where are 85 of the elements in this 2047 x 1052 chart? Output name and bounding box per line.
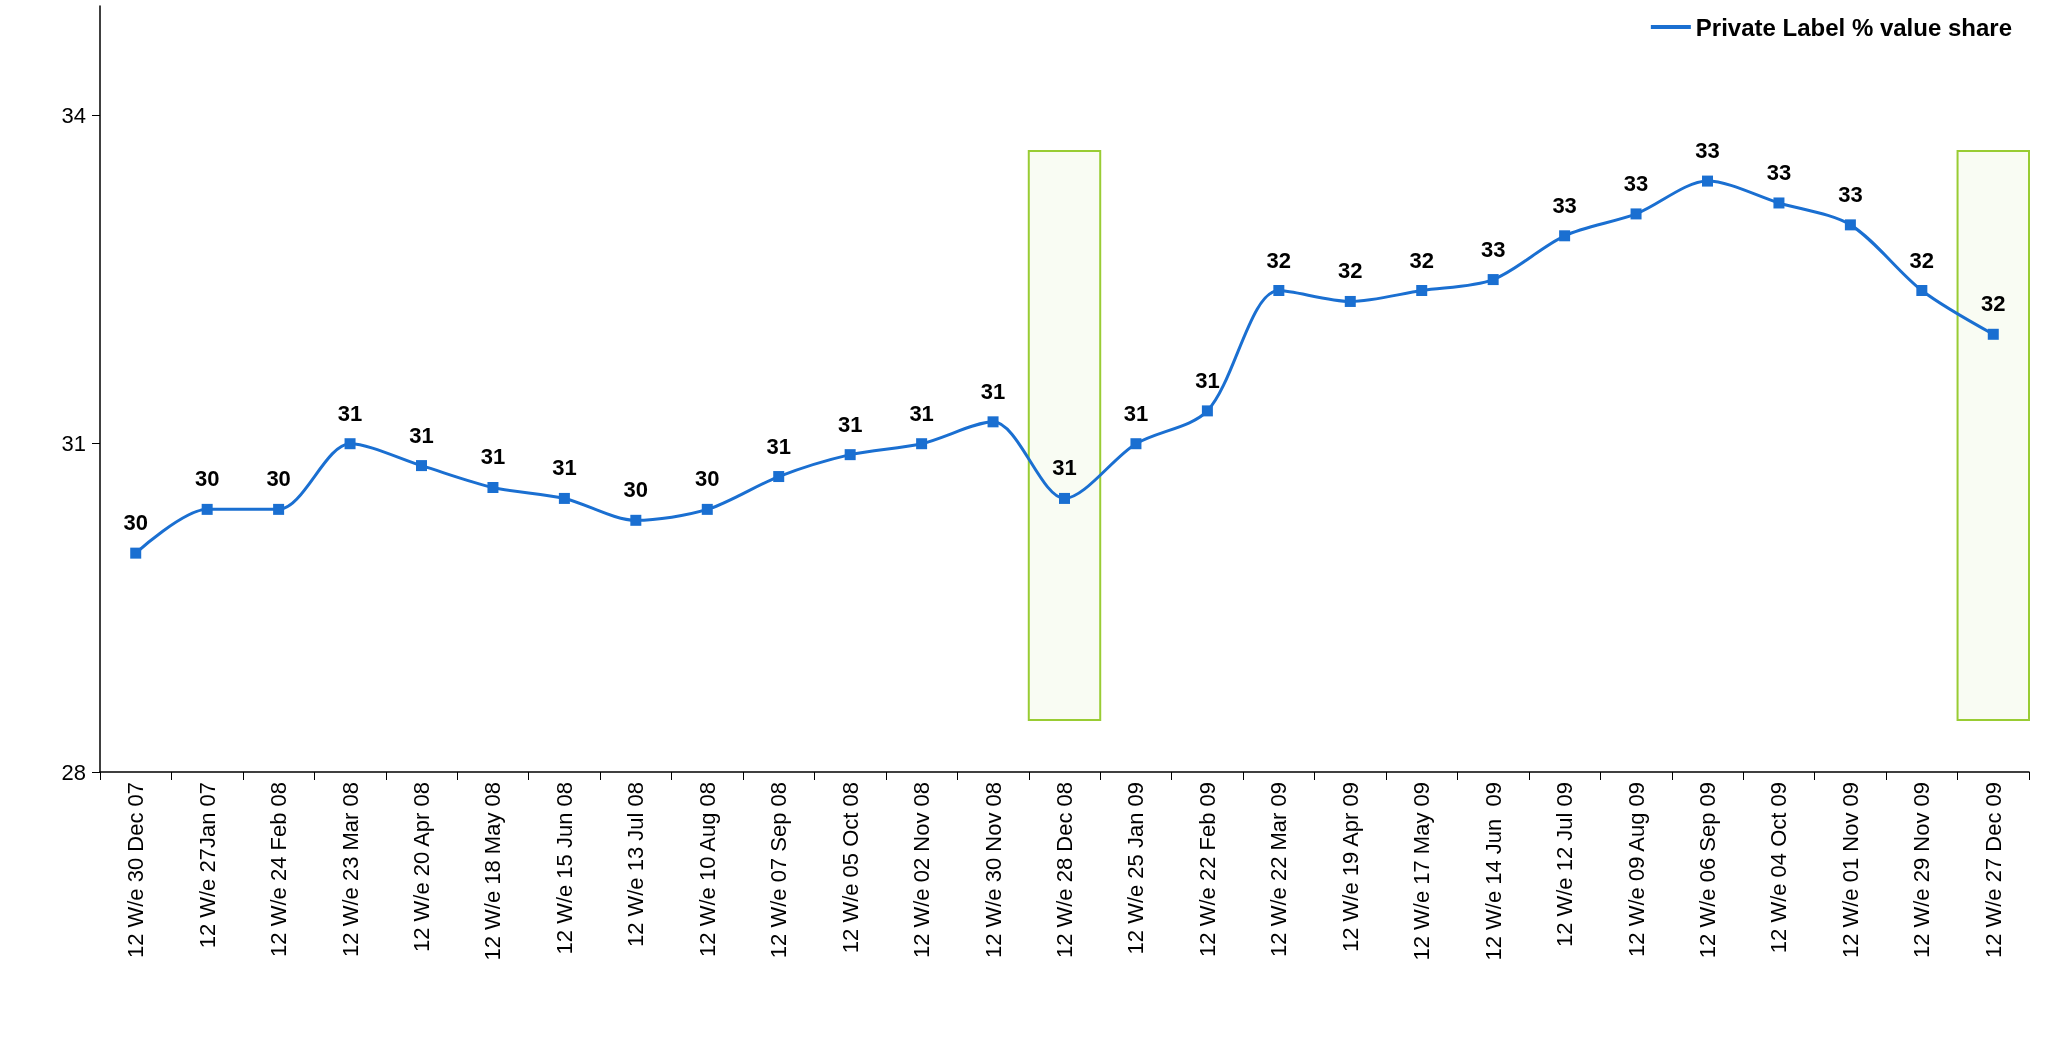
x-tick-label: 12 W/e 01 Nov 09 bbox=[1837, 782, 1863, 959]
point bbox=[1416, 285, 1428, 297]
point bbox=[201, 503, 213, 515]
data-label: 30 bbox=[123, 510, 148, 536]
x-tick-label: 12 W/e 09 Aug 09 bbox=[1623, 782, 1649, 957]
point bbox=[844, 449, 856, 461]
x-tick-label: 12 W/e 24 Feb 08 bbox=[266, 782, 292, 957]
point bbox=[1201, 405, 1213, 417]
point bbox=[416, 460, 427, 472]
data-label: 31 bbox=[909, 400, 934, 426]
x-tick-label: 12 W/e 15 Jun 08 bbox=[551, 782, 577, 955]
x-tick-label: 12 W/e 30 Dec 07 bbox=[123, 782, 149, 959]
point bbox=[1987, 328, 1999, 340]
point bbox=[1487, 274, 1499, 286]
data-label: 33 bbox=[1480, 236, 1506, 262]
data-label: 33 bbox=[1766, 159, 1792, 185]
x-tick-label: 12 W/e 22 Mar 09 bbox=[1266, 782, 1292, 957]
x-tick-label: 12 W/e 18 May 08 bbox=[480, 782, 506, 961]
x-tick-label: 12 W/e 27Jan 07 bbox=[194, 782, 220, 949]
y-tick-label: 31 bbox=[61, 431, 86, 457]
x-tick-label: 12 W/e 20 Apr 08 bbox=[409, 782, 434, 952]
data-label: 31 bbox=[766, 433, 791, 459]
data-label: 30 bbox=[266, 466, 291, 492]
data-label: 33 bbox=[1552, 192, 1577, 218]
x-tick-label: 12 W/e 22 Feb 09 bbox=[1194, 782, 1220, 957]
x-tick-label: 12 W/e 23 Mar 08 bbox=[337, 782, 363, 957]
data-label: 30 bbox=[695, 466, 720, 492]
point bbox=[701, 503, 713, 515]
point bbox=[487, 481, 499, 493]
point bbox=[1059, 492, 1070, 504]
point bbox=[1273, 285, 1285, 297]
data-label: 31 bbox=[1052, 455, 1077, 481]
point bbox=[916, 438, 928, 450]
x-tick-label: 12 W/e 17 May 09 bbox=[1409, 782, 1435, 961]
x-tick-label: 12 W/e 02 Nov 08 bbox=[909, 782, 935, 959]
data-label: 32 bbox=[1909, 247, 1935, 273]
point bbox=[630, 514, 642, 526]
x-tick-label: 12 W/e 19 Apr 09 bbox=[1337, 782, 1363, 952]
x-tick-label: 12 W/e 25 Jan 09 bbox=[1123, 782, 1149, 955]
data-label: 31 bbox=[409, 422, 434, 448]
data-label: 32 bbox=[1409, 247, 1434, 273]
point bbox=[1559, 230, 1571, 242]
x-tick-label: 12 W/e 29 Nov 09 bbox=[1909, 782, 1935, 959]
x-tick-label: 12 W/e 10 Aug 08 bbox=[694, 782, 720, 957]
x-tick-label: 12 W/e 12 Jul 09 bbox=[1552, 782, 1578, 948]
data-label: 33 bbox=[1695, 138, 1720, 164]
data-label: 33 bbox=[1623, 170, 1649, 196]
point bbox=[1773, 197, 1785, 209]
x-tick-label: 12 W/e 30 Nov 08 bbox=[980, 782, 1006, 959]
point bbox=[1130, 438, 1142, 450]
x-tick-label: 12 W/e 14 Jun 09 bbox=[1480, 782, 1506, 961]
point bbox=[273, 503, 285, 515]
data-label: 31 bbox=[980, 378, 1006, 404]
data-label: 31 bbox=[337, 400, 363, 426]
data-label: 32 bbox=[1981, 291, 2006, 317]
data-label: 31 bbox=[552, 455, 577, 481]
point bbox=[1344, 295, 1356, 307]
data-label: 31 bbox=[1123, 400, 1149, 426]
data-label: 30 bbox=[623, 477, 649, 503]
point bbox=[773, 471, 785, 483]
point bbox=[987, 416, 999, 428]
point bbox=[344, 438, 356, 450]
point bbox=[1916, 285, 1928, 297]
data-label: 31 bbox=[480, 444, 506, 470]
x-tick-label: 12 W/e 05 Oct 08 bbox=[837, 782, 863, 954]
y-tick-label: 34 bbox=[61, 102, 86, 128]
y-tick-label: 28 bbox=[61, 759, 86, 785]
point bbox=[130, 547, 142, 559]
point bbox=[558, 492, 570, 504]
x-tick-label: 12 W/e 06 Sep 09 bbox=[1695, 782, 1720, 959]
data-label: 31 bbox=[837, 411, 863, 437]
data-label: 33 bbox=[1838, 181, 1863, 207]
x-tick-label: 12 W/e 13 Jul 08 bbox=[623, 782, 649, 948]
x-tick-label: 12 W/e 04 Oct 09 bbox=[1766, 782, 1792, 954]
point bbox=[1630, 208, 1642, 220]
x-tick-label: 12 W/e 28 Dec 08 bbox=[1052, 782, 1077, 959]
point bbox=[1702, 175, 1713, 187]
data-label: 30 bbox=[194, 466, 220, 492]
x-tick-label: 12 W/e 27 Dec 09 bbox=[1980, 782, 2006, 959]
data-label: 32 bbox=[1266, 247, 1292, 273]
data-label: 31 bbox=[1195, 367, 1220, 393]
data-label: 32 bbox=[1338, 258, 1363, 284]
x-tick-label: 12 W/e 07 Sep 08 bbox=[766, 782, 792, 959]
legend-label: Private Label % value share bbox=[1695, 13, 2013, 41]
point bbox=[1844, 219, 1856, 231]
